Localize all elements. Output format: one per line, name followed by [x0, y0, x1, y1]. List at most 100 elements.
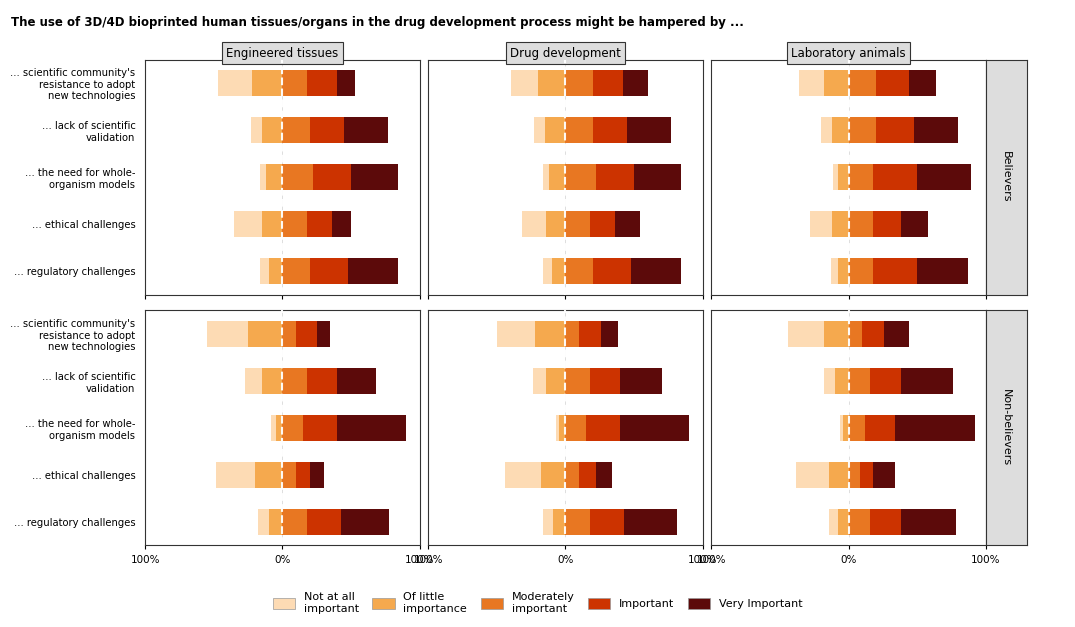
Bar [797, 462, 829, 488]
Bar [258, 509, 269, 535]
Bar [799, 70, 823, 96]
Title: Laboratory animals: Laboratory animals [791, 46, 906, 60]
Bar [307, 70, 338, 96]
Bar [862, 321, 885, 347]
Bar [338, 70, 355, 96]
Legend: Not at all
important, Of little
importance, Moderately
important, Important, Ver: Not at all important, Of little importan… [269, 588, 806, 618]
Bar [332, 211, 350, 237]
Bar [283, 117, 310, 143]
Bar [590, 509, 625, 535]
Bar [837, 509, 848, 535]
Bar [271, 415, 275, 441]
Bar [535, 321, 565, 347]
Bar [915, 117, 958, 143]
Bar [565, 211, 590, 237]
Bar [631, 258, 680, 284]
Bar [871, 368, 901, 394]
Bar [532, 368, 546, 394]
Bar [620, 368, 661, 394]
Bar [625, 509, 676, 535]
Bar [262, 368, 283, 394]
Bar [565, 462, 579, 488]
Bar [556, 415, 559, 441]
Bar [901, 509, 956, 535]
Bar [283, 164, 313, 190]
Bar [245, 368, 262, 394]
Bar [848, 70, 876, 96]
Bar [534, 117, 545, 143]
Bar [307, 509, 342, 535]
Bar [586, 415, 620, 441]
Bar [283, 211, 307, 237]
Bar [262, 117, 283, 143]
Bar [811, 211, 832, 237]
Bar [303, 415, 338, 441]
Bar [234, 211, 262, 237]
Bar [283, 509, 307, 535]
Bar [835, 368, 848, 394]
Bar [544, 258, 551, 284]
Bar [310, 117, 344, 143]
Bar [901, 211, 928, 237]
Bar [313, 164, 350, 190]
Bar [283, 321, 296, 347]
Bar [521, 211, 546, 237]
Bar [248, 321, 283, 347]
Bar [511, 70, 538, 96]
Bar [546, 211, 565, 237]
Bar [538, 70, 565, 96]
Bar [565, 164, 596, 190]
Bar [596, 462, 612, 488]
Bar [260, 164, 266, 190]
Bar [253, 70, 283, 96]
Bar [848, 321, 862, 347]
Bar [624, 70, 648, 96]
Bar [873, 462, 895, 488]
Bar [250, 117, 262, 143]
Bar [260, 258, 269, 284]
Bar [546, 368, 565, 394]
Bar [871, 509, 901, 535]
Bar [206, 321, 248, 347]
Text: Non-believers: Non-believers [1001, 389, 1012, 466]
Bar [627, 117, 671, 143]
Bar [275, 415, 283, 441]
Bar [554, 509, 565, 535]
Bar [885, 321, 909, 347]
Bar [823, 321, 848, 347]
Bar [823, 70, 848, 96]
Bar [848, 462, 860, 488]
Bar [620, 415, 689, 441]
Bar [565, 258, 593, 284]
Bar [601, 321, 618, 347]
Bar [843, 415, 848, 441]
Bar [296, 321, 317, 347]
Bar [216, 462, 255, 488]
Bar [262, 211, 283, 237]
Bar [873, 258, 917, 284]
Bar [310, 258, 348, 284]
Bar [579, 462, 596, 488]
Bar [307, 368, 338, 394]
Bar [837, 258, 848, 284]
Bar [917, 258, 968, 284]
Bar [873, 211, 901, 237]
Bar [283, 415, 303, 441]
Bar [565, 117, 593, 143]
Bar [832, 211, 848, 237]
Bar [593, 258, 631, 284]
Bar [296, 462, 310, 488]
Bar [549, 164, 565, 190]
Bar [829, 509, 837, 535]
Bar [338, 368, 375, 394]
Bar [283, 258, 310, 284]
Bar [310, 462, 324, 488]
Bar [831, 258, 837, 284]
Bar [848, 117, 876, 143]
Bar [848, 415, 865, 441]
Title: Engineered tissues: Engineered tissues [226, 46, 339, 60]
Bar [344, 117, 388, 143]
Bar [544, 509, 554, 535]
Bar [860, 462, 873, 488]
Bar [565, 368, 590, 394]
